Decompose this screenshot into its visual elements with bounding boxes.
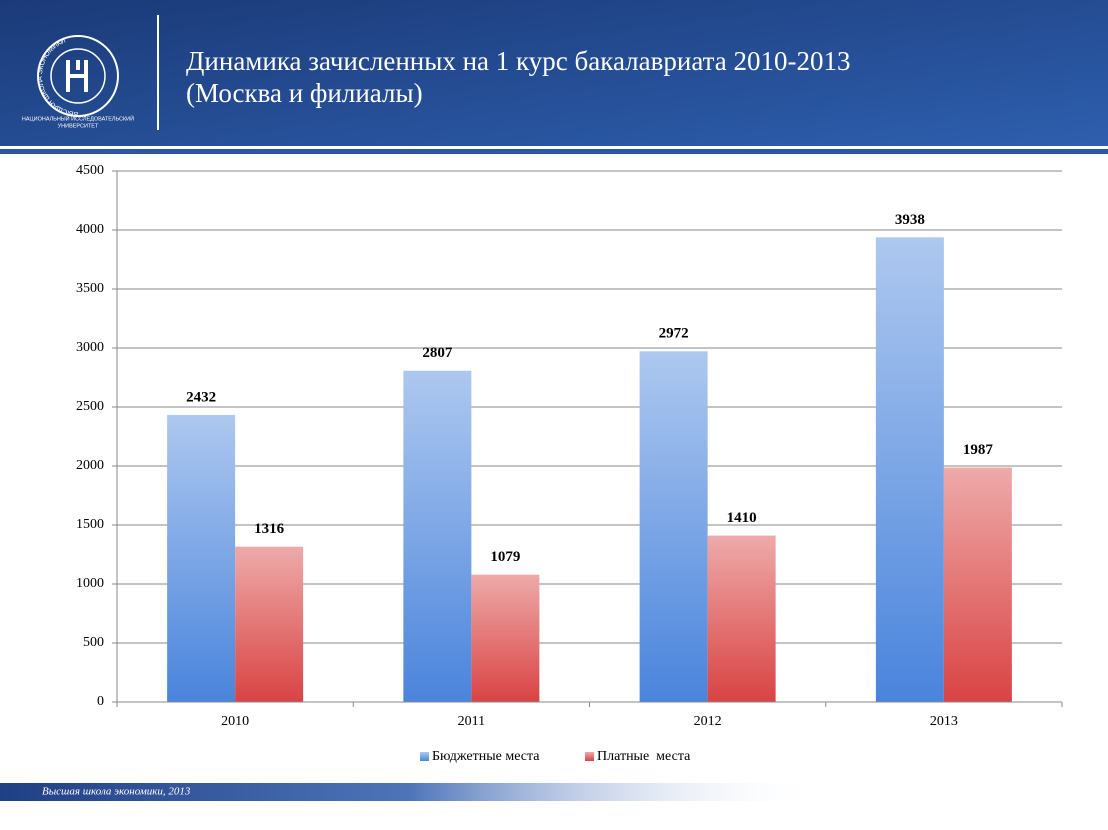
- bar: [167, 415, 236, 702]
- footer-text: Высшая школа экономики, 2013: [42, 786, 191, 798]
- value-label: 1410: [727, 510, 757, 526]
- x-tick-label: 2011: [458, 714, 485, 729]
- legend-swatch: [420, 752, 429, 761]
- y-tick-label: 1500: [76, 517, 104, 532]
- x-tick-label: 2013: [930, 714, 958, 729]
- chart: 0 500 1000 1500 2000 2500 3000 3500 4000 4500 2010…: [76, 163, 1063, 764]
- logo-caption: УНИВЕРСИТЕТ: [58, 123, 99, 129]
- slide-title: (Москва и филиалы): [186, 78, 423, 108]
- logo-inner: [50, 48, 106, 104]
- y-tick-label: 500: [83, 635, 104, 650]
- y-tick-label: 0: [97, 694, 104, 709]
- y-tick-label: 4000: [76, 222, 104, 237]
- value-label: 1079: [490, 549, 520, 565]
- x-tick-label: 2010: [221, 714, 249, 729]
- y-tick-label: 2500: [76, 399, 104, 414]
- logo-ring: [37, 35, 119, 117]
- y-tick-label: 1000: [76, 576, 104, 591]
- legend-label: Бюджетные места: [432, 749, 540, 764]
- slide-title: Динамика зачисленных на 1 курс бакалаври…: [186, 46, 850, 76]
- y-tick-label: 3000: [76, 340, 104, 355]
- bar: [943, 467, 1012, 702]
- header-band: [0, 0, 1108, 146]
- bar: [707, 535, 776, 702]
- legend-label: Платные места: [597, 749, 691, 764]
- value-label: 1987: [963, 442, 994, 458]
- logo-glyph: [66, 60, 88, 92]
- y-tick-label: 3500: [76, 281, 104, 296]
- value-label: 2432: [186, 389, 216, 405]
- value-label: 2807: [422, 345, 453, 361]
- legend-swatch: [585, 752, 594, 761]
- logo-caption: НАЦИОНАЛЬНЫЙ ИССЛЕДОВАТЕЛЬСКИЙ: [22, 114, 134, 122]
- bar: [639, 351, 708, 702]
- value-label: 3938: [895, 212, 925, 228]
- bar: [235, 546, 304, 702]
- y-tick-label: 4500: [76, 163, 104, 178]
- header-rule: [0, 149, 1108, 154]
- x-tick-label: 2012: [694, 714, 722, 729]
- bar: [403, 370, 472, 702]
- bar: [471, 574, 540, 702]
- bar: [875, 237, 944, 703]
- value-label: 1316: [254, 521, 285, 537]
- y-tick-label: 2000: [76, 458, 104, 473]
- value-label: 2972: [659, 326, 689, 342]
- footer-band: [0, 783, 820, 801]
- header-rule: [0, 146, 1108, 149]
